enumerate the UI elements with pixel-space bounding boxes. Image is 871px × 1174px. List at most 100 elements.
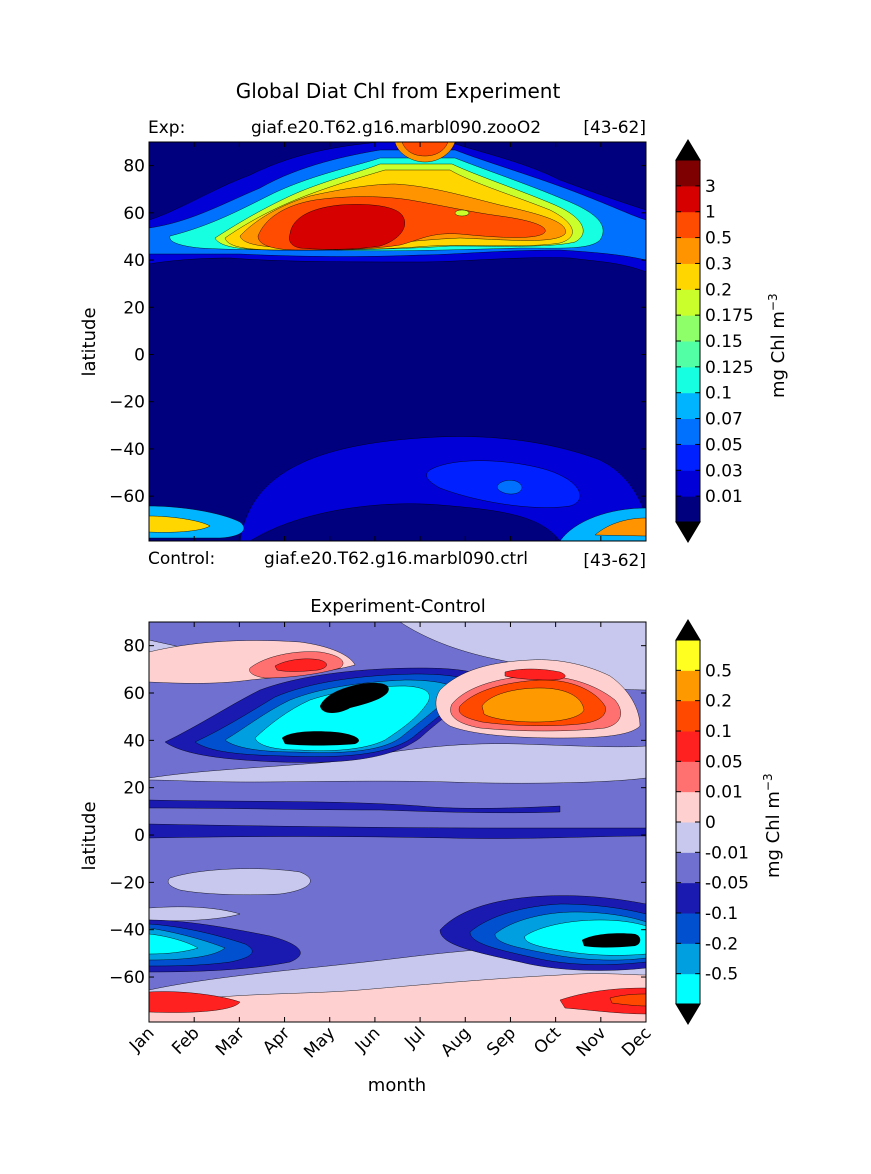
colorbar-level-label: 0.01: [705, 487, 743, 507]
colorbar-segment: [676, 366, 700, 394]
colorbar-level-label: 0.1: [705, 384, 732, 404]
colorbar-segment: [676, 882, 700, 914]
colorbar-level-label: 3: [705, 177, 716, 197]
colorbar-extend-top: [675, 619, 701, 641]
bottom-contour-pos-right-top: [504, 668, 566, 681]
colorbar-segment: [676, 392, 700, 420]
top-plot-frame: [148, 141, 647, 542]
colorbar-segment: [676, 315, 700, 342]
y-tick-label: −40: [109, 921, 145, 941]
colorbar-segment: [676, 160, 700, 187]
bottom-plot-area: [149, 622, 646, 1022]
bottom-contour-neg-blob-min-b: [282, 731, 359, 746]
bottom-y-axis-ticks: 80 60 40 20 0 −20 −40 −60: [109, 637, 646, 988]
control-label: Control:: [148, 549, 215, 569]
colorbar-segment: [676, 444, 700, 471]
y-tick-label: 60: [123, 684, 145, 704]
colorbar-segment: [676, 470, 700, 497]
colorbar-segment: [676, 237, 700, 264]
colorbar-segment: [676, 973, 700, 1005]
x-tick-label: May: [300, 1023, 339, 1062]
colorbar-segment: [676, 700, 700, 732]
bottom-x-axis-label: month: [368, 1075, 426, 1096]
top-contour-antarctic-left-inner: [149, 515, 211, 533]
top-contour-south-floor: [249, 503, 561, 541]
colorbar-segment: [676, 496, 700, 523]
x-tick-label: Jul: [400, 1023, 429, 1052]
colorbar-level-label: -0.05: [705, 874, 749, 894]
colorbar-segment: [676, 761, 700, 793]
top-contour-north-1: [289, 204, 405, 250]
y-tick-label: −60: [109, 487, 145, 507]
bottom-contour-red-south-right: [559, 987, 646, 1015]
colorbar-level-label: 1: [705, 203, 716, 223]
x-tick-label: Jan: [125, 1023, 158, 1056]
x-tick-label: Feb: [168, 1023, 203, 1058]
exp-label: Exp:: [148, 118, 185, 138]
y-tick-label: 40: [123, 251, 145, 271]
colorbar-level-label: 0.1: [705, 722, 732, 742]
y-tick-label: 40: [123, 731, 145, 751]
y-tick-label: 20: [123, 779, 145, 799]
x-tick-label: Jun: [351, 1023, 385, 1057]
colorbar-level-label: 0.5: [705, 661, 732, 681]
bottom-contour-neg-south-left-05: [149, 933, 199, 955]
bottom-colorbar-label: mg Chl m−3: [761, 773, 784, 878]
colorbar-segment: [676, 211, 700, 239]
colorbar-segment: [676, 791, 700, 823]
y-tick-label: 80: [123, 157, 145, 177]
colorbar-segment: [676, 731, 700, 762]
colorbar-segment: [676, 852, 700, 884]
control-name: giaf.e20.T62.g16.marbl090.ctrl: [264, 549, 528, 569]
colorbar-segment: [676, 185, 700, 213]
colorbar-level-label: 0.05: [705, 752, 743, 772]
figure-title: Global Diat Chl from Experiment: [236, 79, 561, 103]
top-contour-south-007: [497, 480, 523, 495]
y-tick-label: −20: [109, 393, 145, 413]
bottom-contour-neg-south-right-min: [582, 933, 641, 948]
colorbar-level-label: 0.2: [705, 692, 732, 712]
exp-years: [43-62]: [583, 118, 646, 138]
top-colorbar-label: mg Chl m−3: [766, 293, 789, 398]
top-colorbar-unit-exp: −3: [766, 293, 780, 311]
x-tick-label: Oct: [530, 1023, 565, 1058]
top-colorbar-unit: mg Chl m: [768, 311, 789, 398]
bottom-panel-title: Experiment-Control: [310, 596, 486, 617]
colorbar-level-label: 0.175: [705, 306, 754, 326]
colorbar-segment: [676, 341, 700, 368]
colorbar-level-label: 0.15: [705, 332, 743, 352]
colorbar-segment: [676, 822, 700, 853]
colorbar-level-label: 0.07: [705, 410, 743, 430]
colorbar-level-label: 0.125: [705, 358, 754, 378]
bottom-contour-pink-south: [149, 973, 646, 1022]
colorbar-extend-bottom: [675, 1003, 701, 1025]
colorbar-segment: [676, 670, 700, 702]
top-contour-antarctic-right-inner: [594, 517, 646, 537]
y-tick-label: −60: [109, 968, 145, 988]
colorbar-level-label: -0.5: [705, 965, 738, 985]
top-contour-small-eye: [454, 209, 470, 217]
y-tick-label: −40: [109, 440, 145, 460]
colorbar-level-label: 0.2: [705, 280, 732, 300]
colorbar-level-label: 0.5: [705, 229, 732, 249]
top-y-axis-label: latitude: [79, 307, 100, 376]
colorbar-level-label: -0.2: [705, 934, 738, 954]
bottom-contour-orange-south-right: [609, 993, 646, 1007]
colorbar-segment: [676, 418, 700, 445]
x-tick-label: Sep: [483, 1023, 520, 1060]
colorbar-segment: [676, 943, 700, 975]
colorbar-level-label: -0.1: [705, 904, 738, 924]
colorbar-segment: [676, 640, 700, 671]
colorbar-level-label: -0.01: [705, 843, 749, 863]
bottom-y-axis-label: latitude: [79, 801, 100, 870]
colorbar-extend-top: [675, 139, 701, 161]
colorbar-extend-bottom: [675, 521, 701, 543]
top-plot-area: [149, 142, 646, 541]
control-years: [43-62]: [583, 551, 646, 571]
colorbar-level-label: 0.01: [705, 783, 743, 803]
bottom-contour-neg-blob-min-a: [320, 682, 389, 713]
y-tick-label: 80: [123, 637, 145, 657]
colorbar-level-label: 0.03: [705, 461, 743, 481]
bottom-contour-band-20s: [167, 868, 311, 895]
colorbar-level-label: 0.3: [705, 254, 732, 274]
